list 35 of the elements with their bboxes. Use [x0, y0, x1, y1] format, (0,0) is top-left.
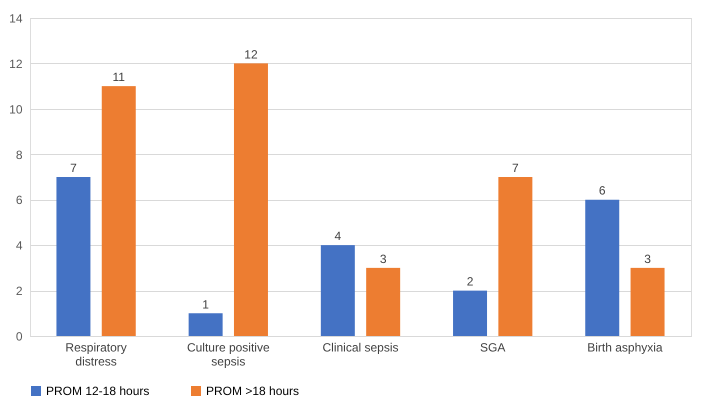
legend-label: PROM >18 hours [206, 384, 300, 398]
data-label: 7 [512, 161, 520, 175]
bar [102, 86, 136, 336]
data-label: 4 [334, 229, 342, 244]
data-label: 6 [598, 184, 606, 198]
y-tick-label: 0 [16, 330, 23, 344]
x-tick-label: SGA [480, 340, 506, 354]
y-tick-label: 6 [16, 193, 23, 208]
data-label: 12 [244, 47, 258, 62]
y-tick-label: 4 [16, 238, 23, 253]
bar [453, 290, 488, 336]
data-label: 3 [380, 252, 387, 266]
bar [498, 177, 532, 336]
x-tick-label: Clinical sepsis [322, 340, 399, 354]
data-label: 1 [202, 297, 210, 312]
bar [630, 268, 665, 336]
data-label: 7 [70, 161, 78, 175]
x-tick-label: Respiratory distress [65, 340, 127, 368]
bar [320, 245, 355, 336]
x-tick-label: Culture positive sepsis [186, 340, 270, 368]
y-tick-label: 14 [9, 12, 23, 26]
x-tick-label: Birth asphyxia [587, 340, 663, 354]
y-tick-label: 12 [9, 56, 23, 71]
bar [585, 200, 620, 336]
bar [188, 313, 223, 336]
data-label: 3 [644, 252, 652, 266]
legend-label: PROM 12-18 hours [46, 384, 150, 398]
data-label: 11 [112, 70, 126, 84]
bar [234, 63, 268, 336]
y-tick-label: 2 [16, 284, 23, 298]
data-label: 2 [466, 274, 474, 289]
y-tick-label: 8 [16, 148, 23, 162]
y-tick-label: 10 [9, 102, 23, 116]
bar [56, 177, 90, 336]
bar [366, 268, 400, 336]
